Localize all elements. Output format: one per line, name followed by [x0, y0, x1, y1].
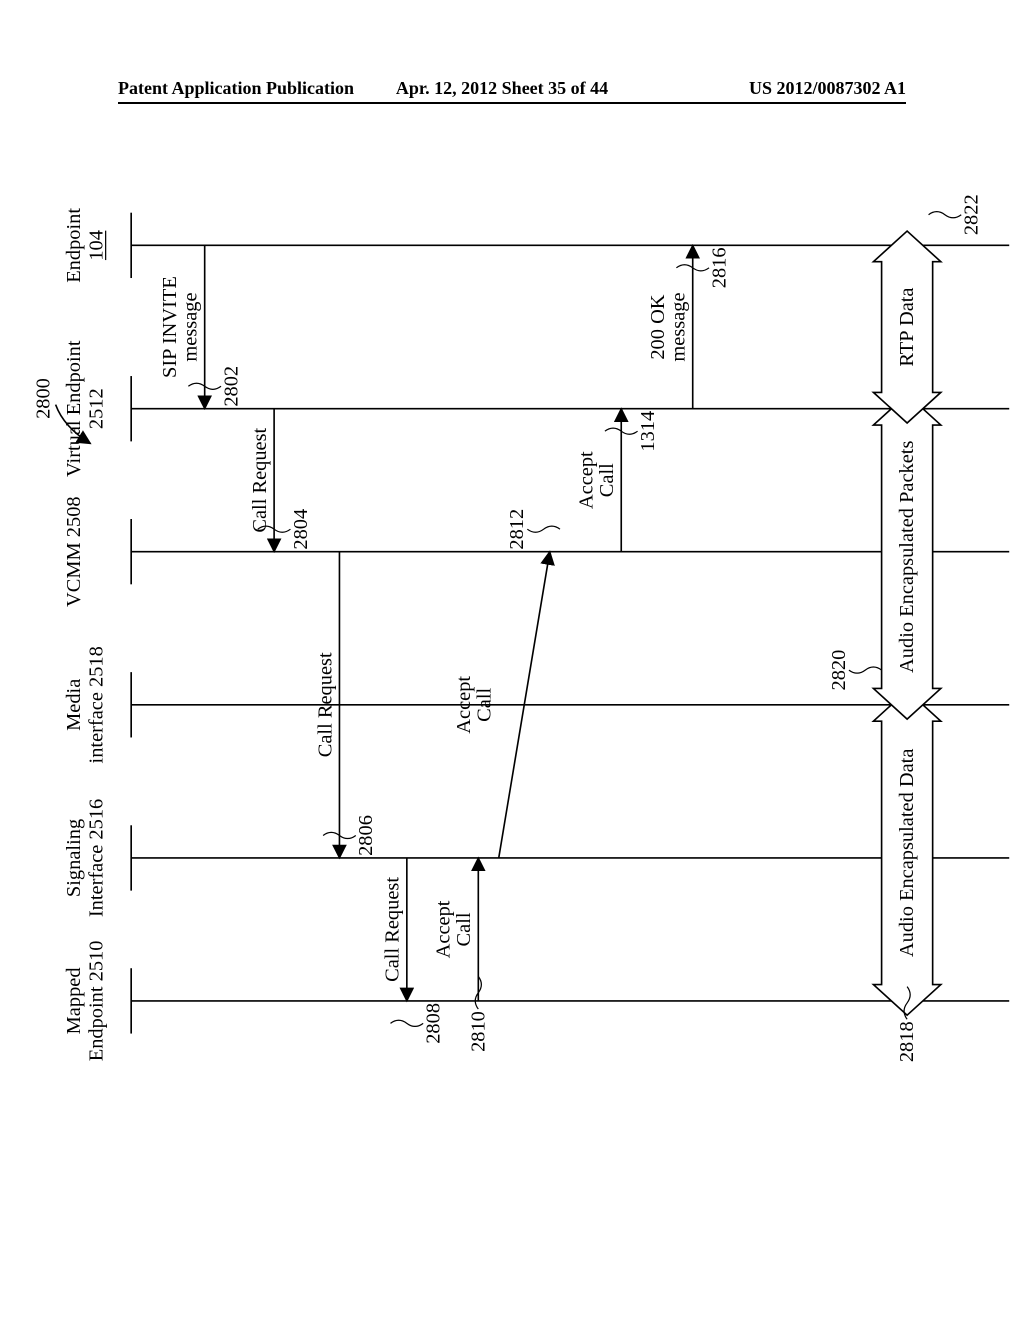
msg-label-2808: Call Request [382, 877, 404, 982]
actor-label-sig: Signaling [63, 819, 85, 897]
msg-label-2810: Call [453, 912, 475, 946]
flow-ref-2818: 2818 [896, 1021, 918, 1062]
msg-label-2806: Call Request [314, 652, 336, 757]
actor-label-vep: Virtual Endpoint [63, 340, 85, 477]
msg-label-2802: SIP INVITE [159, 276, 181, 378]
msg-ref-2806: 2806 [355, 815, 377, 856]
actor-label-sig: Interface 2516 [86, 799, 108, 917]
actor-label-ep: Endpoint [63, 208, 85, 283]
msg-label-2812: Call [474, 687, 496, 721]
msg-label-1314: Call [596, 463, 618, 497]
msg-label-2804: Call Request [249, 427, 271, 532]
flow-ref-2822: 2822 [961, 194, 983, 235]
msg-ref-1314: 1314 [637, 411, 659, 452]
ref-curve [391, 1020, 424, 1026]
msg-label-2816: 200 OK [647, 294, 669, 359]
actor-label-media: interface 2518 [86, 646, 108, 763]
actor-label-mapped: Endpoint 2510 [86, 941, 108, 1062]
msg-ref-2808: 2808 [423, 1003, 445, 1044]
msg-label-2802: message [180, 292, 202, 361]
flow-label-2818: Audio Encapsulated Data [896, 749, 918, 958]
msg-label-2810: Accept [433, 900, 455, 958]
msg-ref-2810: 2810 [467, 1011, 489, 1052]
msg-ref-2812: 2812 [506, 509, 528, 550]
actor-label-vcmm: VCMM 2508 [63, 496, 85, 607]
actor-label-ep: 104 [86, 230, 108, 261]
msg-label-2812: Accept [453, 676, 475, 734]
msg-ref-2816: 2816 [708, 247, 730, 288]
msg-label-2816: message [668, 292, 690, 361]
flow-ref-2820: 2820 [828, 650, 850, 691]
msg-ref-2804: 2804 [290, 509, 312, 550]
content-group: 2800 MappedEndpoint 2510 SignalingInterfac… [32, 194, 1024, 1062]
flow-label-2820: Audio Encapsulated Packets [896, 441, 918, 673]
actor-label-vep: 2512 [86, 388, 108, 429]
msg-ref-2802: 2802 [220, 366, 242, 407]
ref-curve [527, 526, 560, 532]
actor-label-media: Media [63, 679, 85, 731]
diagram-svg: 2800MappedEndpoint 2510SignalingInterfac… [60, 130, 964, 1250]
svg-container: 2800MappedEndpoint 2510SignalingInterfac… [60, 130, 964, 1250]
actor-label-mapped: Mapped [63, 967, 85, 1034]
ref-curve [929, 212, 962, 218]
msg-label-1314: Accept [576, 451, 598, 509]
sequence-diagram: 2800 MappedEndpoint 2510 SignalingInterfac… [0, 0, 1024, 1320]
flow-label-2822: RTP Data [896, 287, 918, 366]
diagram-id-ref: 2800 [32, 378, 54, 419]
ref-curve [849, 667, 882, 673]
